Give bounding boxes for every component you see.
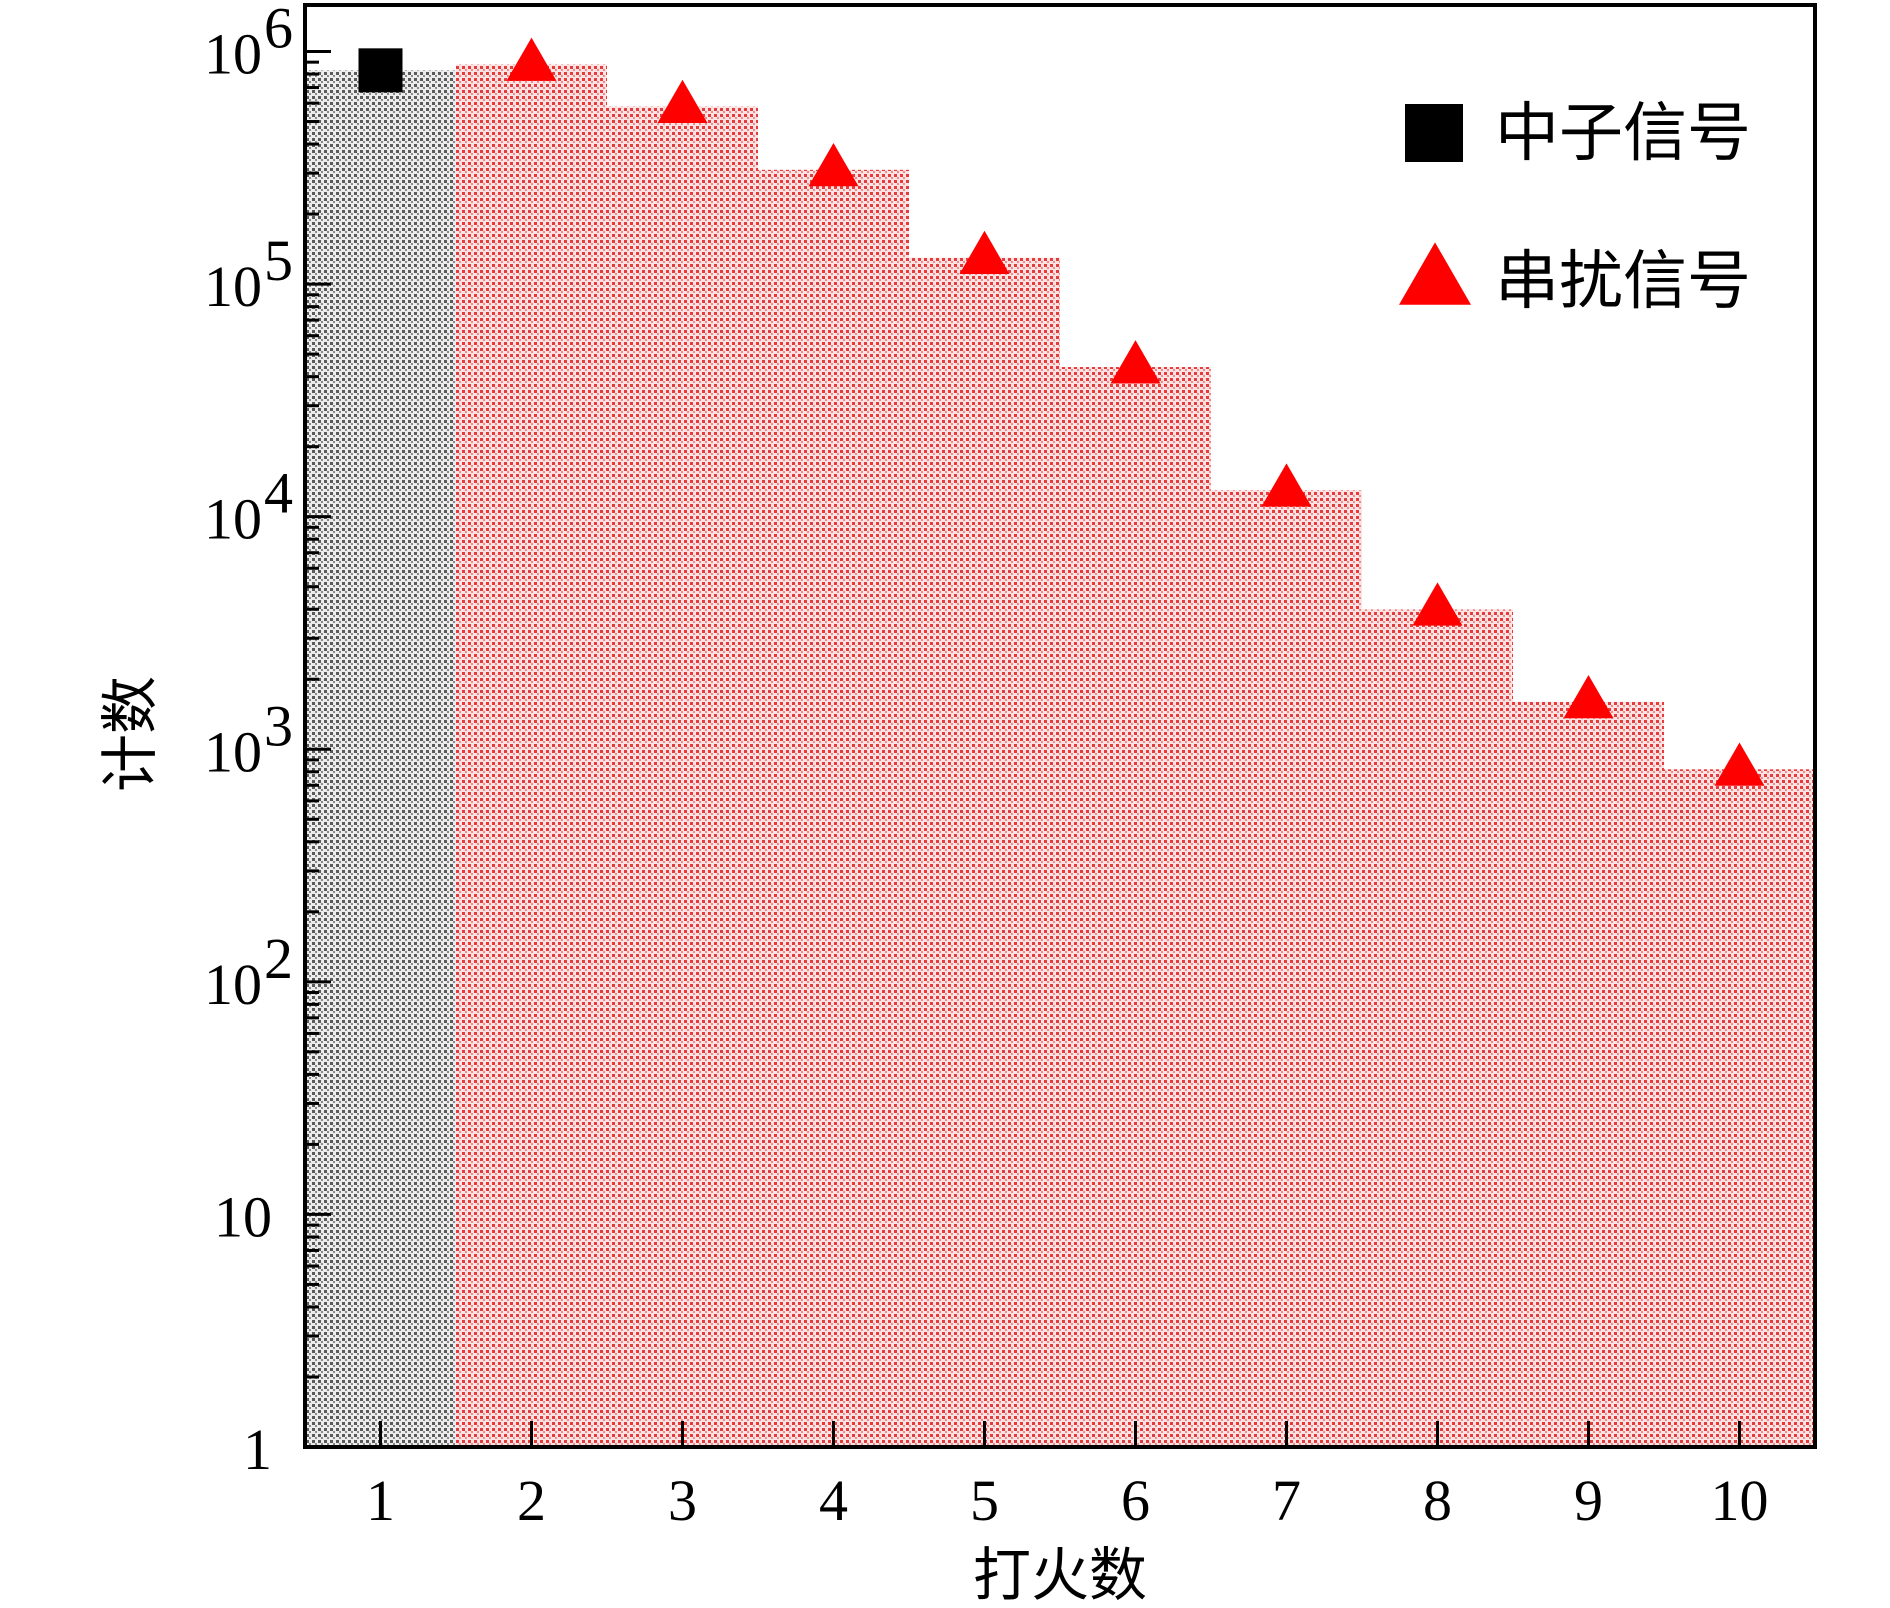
x-tick-label: 8	[1423, 1468, 1452, 1533]
x-tick-label: 9	[1574, 1468, 1603, 1533]
bar-crosstalk-10	[1664, 769, 1815, 1447]
y-tick-label-exponent: 5	[264, 228, 293, 293]
y-tick-label: 10	[214, 1184, 272, 1249]
plot-frame	[303, 3, 1817, 1449]
marker-neutron-1	[358, 48, 403, 93]
x-ticks	[379, 1421, 1741, 1447]
x-tick-label: 5	[970, 1468, 999, 1533]
legend-label: 串扰信号	[1495, 246, 1751, 317]
marker-crosstalk-3	[657, 79, 708, 123]
y-tick-label: 10	[204, 719, 262, 784]
y-tick-label: 10	[204, 952, 262, 1017]
legend-marker-crosstalk	[1399, 242, 1471, 305]
y-tick-label-exponent: 2	[264, 926, 293, 991]
y-minor-ticks	[305, 60, 319, 1379]
data-markers	[358, 37, 1765, 786]
y-tick-label: 10	[204, 254, 262, 319]
bar-crosstalk-7	[1211, 490, 1362, 1447]
y-tick-label-exponent: 6	[264, 0, 293, 61]
y-tick-label: 10	[204, 22, 262, 87]
y-tick-label-exponent: 3	[264, 693, 293, 758]
histogram-bars	[305, 64, 1815, 1448]
bar-crosstalk-5	[909, 257, 1060, 1448]
bar-crosstalk-2	[456, 64, 607, 1448]
bar-crosstalk-6	[1060, 367, 1211, 1448]
bar-crosstalk-9	[1513, 701, 1664, 1447]
marker-crosstalk-5	[959, 230, 1010, 275]
x-tick-label: 1	[366, 1468, 395, 1533]
marker-crosstalk-4	[808, 142, 859, 187]
marker-crosstalk-9	[1563, 674, 1614, 719]
x-tick-label: 2	[517, 1468, 546, 1533]
y-axis-title: 计数	[98, 676, 163, 792]
y-tick-label: 10	[204, 487, 262, 552]
marker-crosstalk-6	[1110, 340, 1161, 384]
x-tick-label: 7	[1272, 1468, 1301, 1533]
bar-neutron-1	[305, 70, 456, 1447]
marker-crosstalk-7	[1261, 463, 1312, 507]
x-tick-labels: 1 2 3 4 5 6 7 8 9 10	[366, 1468, 1769, 1533]
x-tick-label: 4	[819, 1468, 848, 1533]
legend-marker-neutron	[1405, 104, 1463, 162]
bar-crosstalk-4	[758, 169, 909, 1447]
marker-crosstalk-2	[506, 37, 557, 81]
y-tick-label: 1	[243, 1417, 272, 1482]
legend-label: 中子信号	[1495, 98, 1751, 169]
x-tick-label: 6	[1121, 1468, 1150, 1533]
x-tick-label: 10	[1711, 1468, 1769, 1533]
bar-crosstalk-8	[1362, 609, 1513, 1447]
marker-crosstalk-10	[1714, 742, 1765, 786]
x-axis-title: 打火数	[973, 1543, 1147, 1608]
y-tick-label-exponent: 4	[264, 461, 293, 526]
marker-crosstalk-8	[1412, 582, 1463, 626]
x-tick-label: 3	[668, 1468, 697, 1533]
bar-crosstalk-3	[607, 106, 758, 1447]
